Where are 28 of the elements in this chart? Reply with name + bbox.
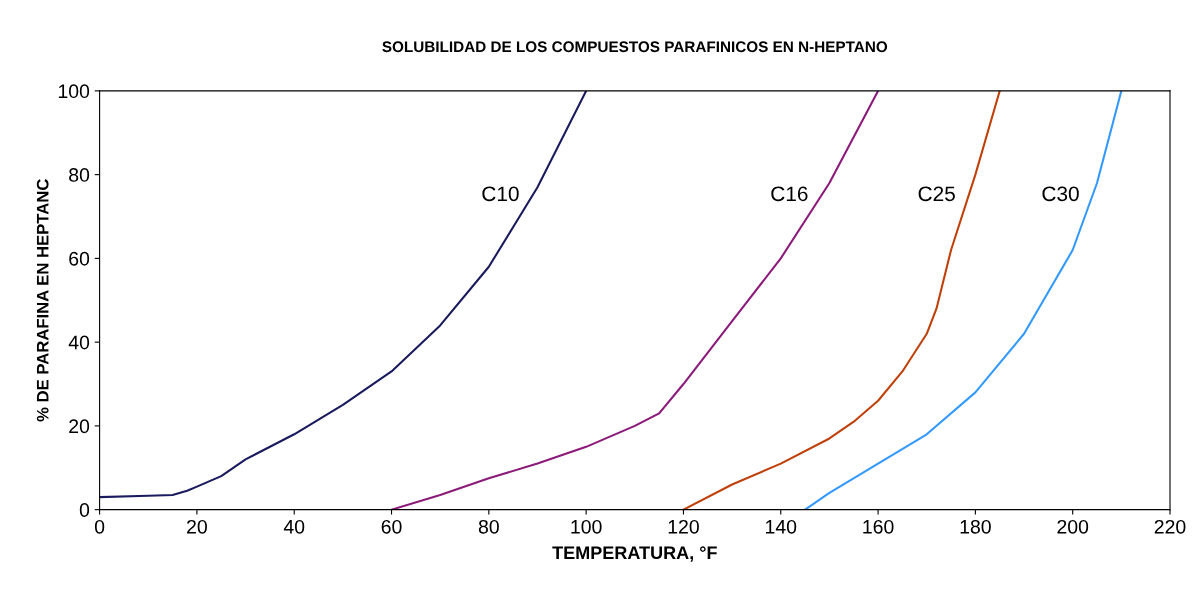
x-tick-label: 120: [668, 519, 699, 534]
line-series: [99, 90, 588, 499]
x-tick-label: 100: [571, 519, 602, 534]
series-label: C16: [771, 186, 808, 202]
x-tick-label: 140: [766, 519, 797, 534]
x-tick-label: 60: [381, 519, 402, 534]
series-label: C25: [918, 186, 955, 202]
x-tick-label: 40: [283, 519, 305, 534]
series-label: C10: [482, 186, 519, 202]
series-label: C30: [1042, 186, 1079, 202]
y-tick-label: 100: [58, 84, 90, 99]
line-series: [390, 90, 880, 510]
y-axis-title: % DE PARAFINA EN HEPTANC: [36, 179, 49, 422]
y-tick-label: 40: [68, 335, 90, 350]
y-tick-label: 60: [69, 251, 90, 266]
x-tick-label: 180: [960, 519, 991, 534]
x-tick-label: 160: [863, 519, 894, 534]
y-tick-label: 20: [69, 419, 90, 434]
x-tick-label: 0: [94, 519, 105, 534]
x-axis-title: TEMPERATURA, °F: [552, 546, 717, 562]
x-tick-label: 20: [187, 519, 207, 534]
x-tick-label: 200: [1057, 519, 1089, 534]
y-tick-label: 80: [69, 168, 90, 182]
x-tick-label: 80: [478, 519, 499, 534]
x-tick-label: 220: [1154, 519, 1186, 534]
line-series: [682, 90, 1001, 510]
chart-title: SOLUBILIDAD DE LOS COMPUESTOS PARAFINICOS EN N-HEPTANO: [382, 41, 888, 53]
y-tick-label: 0: [79, 503, 90, 517]
